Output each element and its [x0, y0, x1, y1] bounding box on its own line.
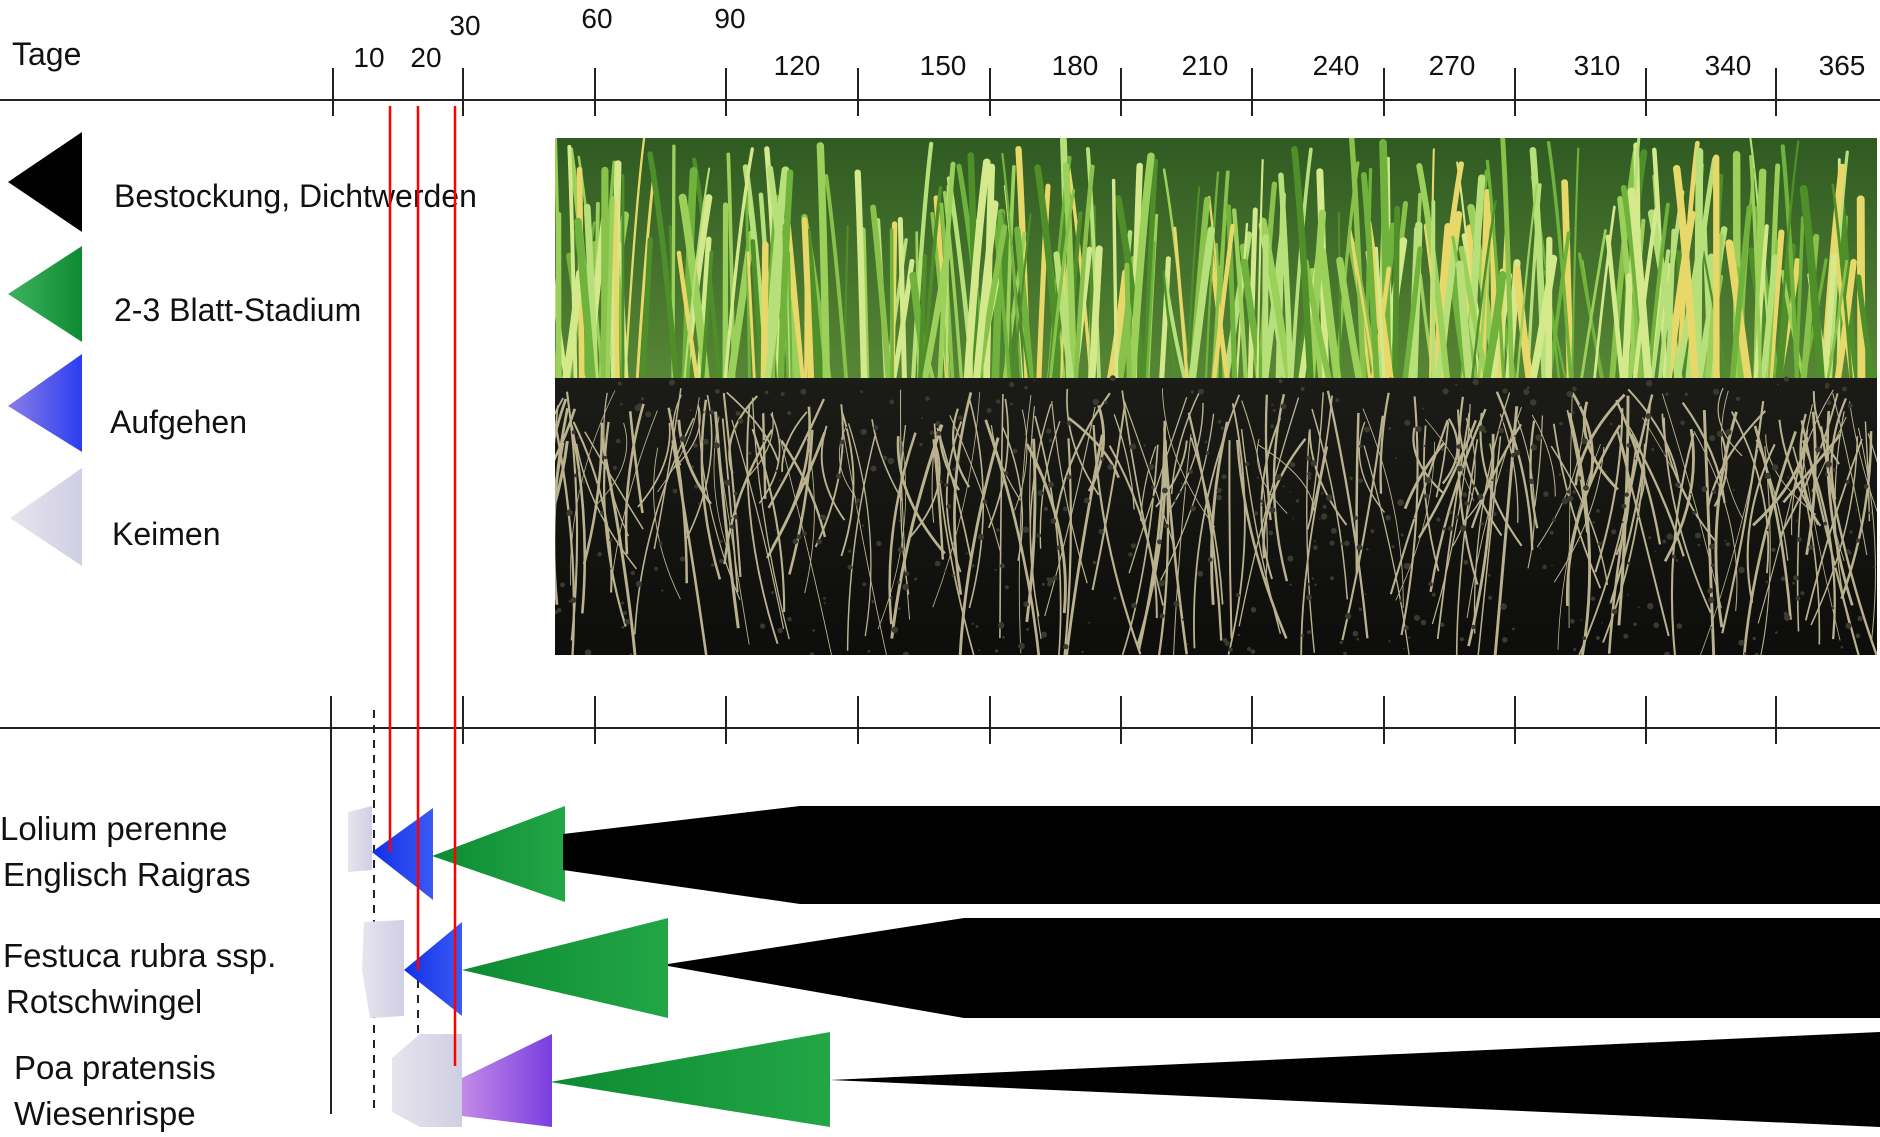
legend-swatch-keimen	[10, 468, 82, 566]
bottom-axis-ticks	[463, 696, 1776, 744]
legend-swatch-bestockung	[8, 132, 82, 232]
phase-blatt	[550, 1032, 830, 1127]
phase-keimen	[362, 920, 404, 1018]
phase-aufgehen	[372, 808, 433, 900]
phase-aufgehen	[462, 1034, 552, 1127]
phase-bestockung	[830, 1032, 1880, 1127]
phase-blatt	[462, 918, 668, 1018]
phase-aufgehen	[404, 922, 462, 1016]
phase-row-poa	[392, 1032, 1880, 1127]
phase-row-festuca	[362, 918, 1880, 1018]
phase-bestockung	[563, 806, 1880, 904]
legend-swatch-aufgehen	[8, 354, 82, 452]
phase-blatt	[432, 806, 565, 902]
phase-keimen	[348, 806, 372, 872]
legend-swatch-blatt	[8, 246, 82, 342]
top-axis-ticks	[333, 68, 1776, 116]
phase-bestockung	[668, 918, 1880, 1018]
phase-keimen	[392, 1034, 462, 1127]
phase-row-lolium	[348, 806, 1880, 904]
